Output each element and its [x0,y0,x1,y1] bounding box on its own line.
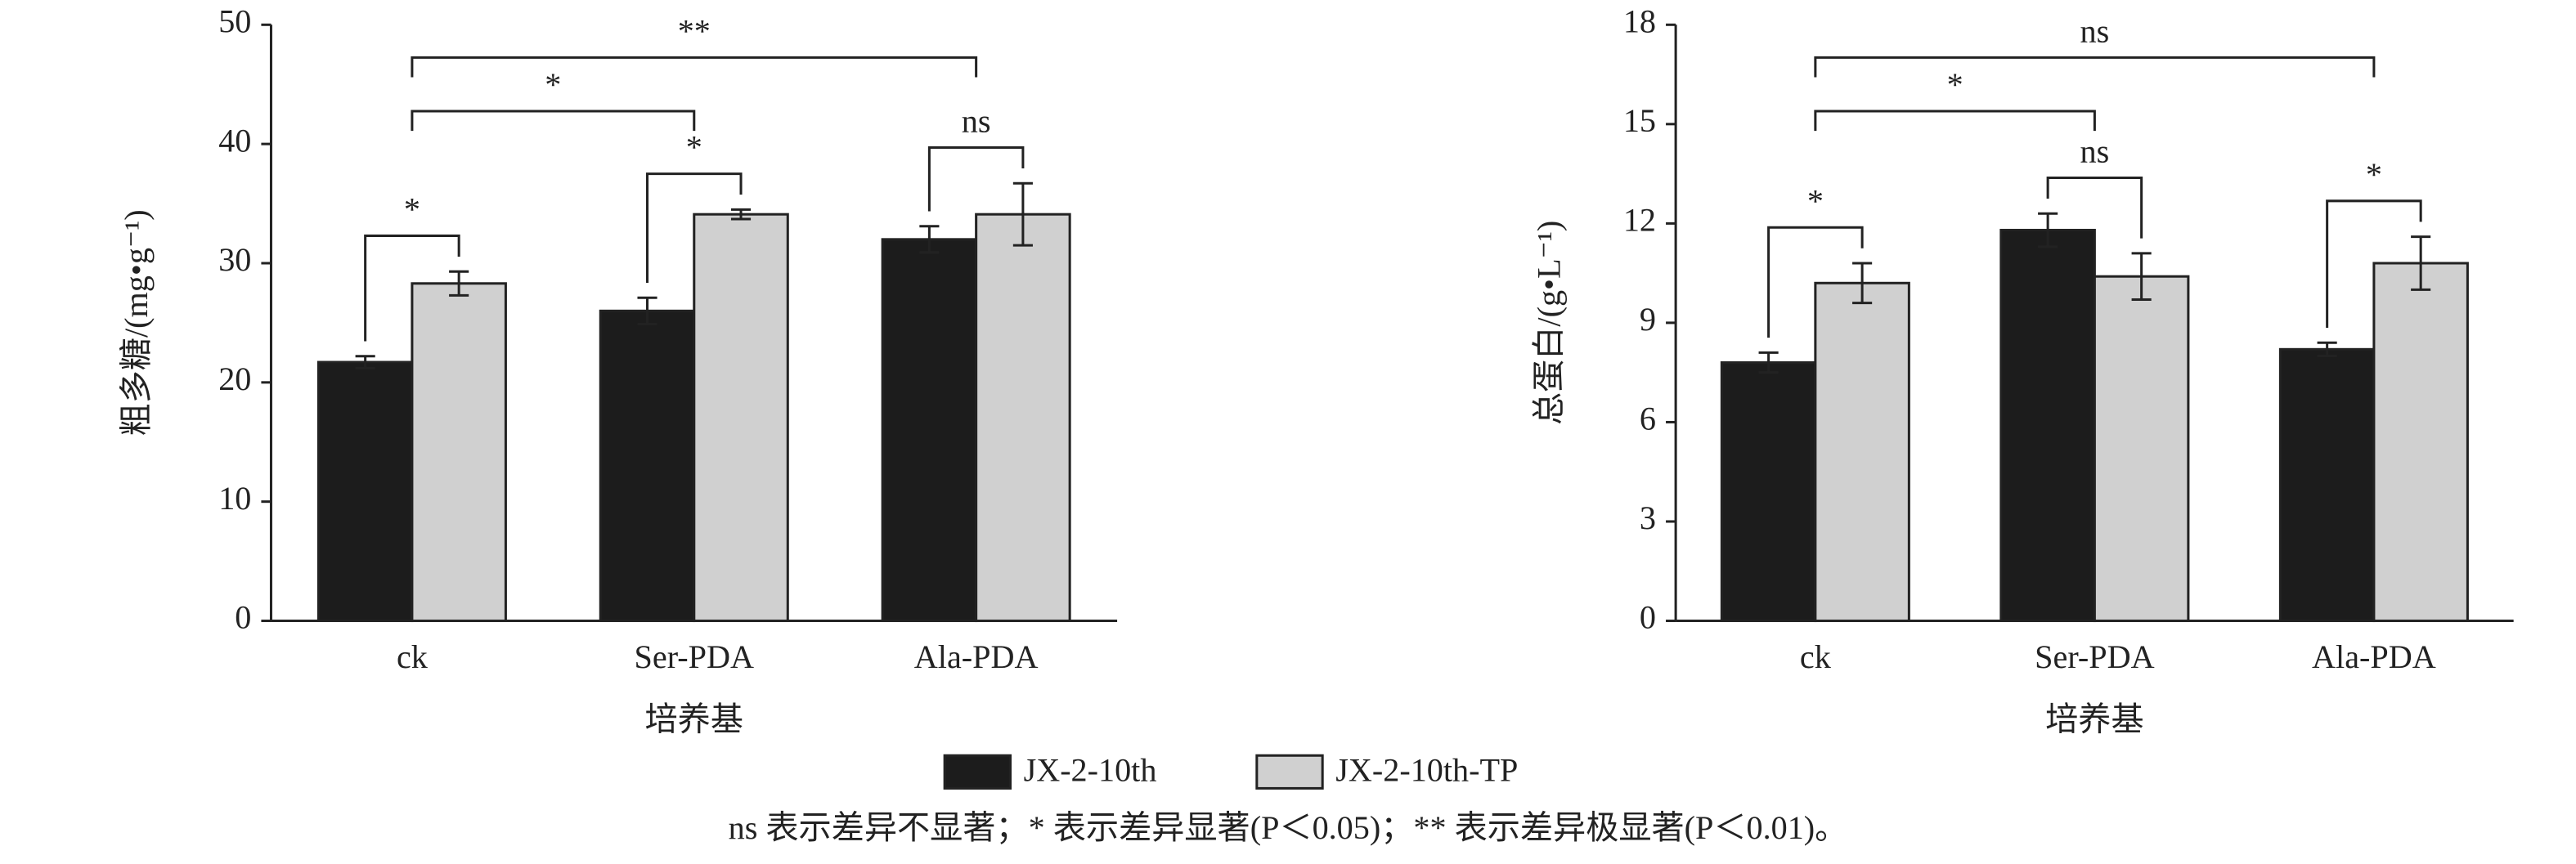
bar [2093,275,2190,623]
significance-label: * [1807,182,1824,219]
error-bar [730,208,752,221]
significance-bracket [2326,199,2422,328]
significance-label: * [1947,66,1963,103]
y-tick-label: 18 [1623,3,1656,40]
significance-bracket [411,110,696,132]
significance-label: ns [962,103,991,140]
x-tick-label: Ala-PDA [914,638,1039,675]
significance-bracket [411,56,978,78]
significance-label: ** [678,12,711,49]
bar [1720,361,1817,623]
significance-bracket [927,146,1025,212]
significance-bracket [646,172,743,284]
significance-bracket [1814,110,2096,132]
bar [693,213,789,623]
y-axis-label: 粗多糖/(mg•g⁻¹) [118,209,155,436]
x-tick-label: ck [1800,638,1832,675]
error-bar [919,225,940,254]
significance-label: * [545,66,561,103]
bar [2372,262,2469,623]
legend-swatch [1255,754,1324,790]
significance-label: ns [2080,133,2110,170]
bar [1999,228,2096,623]
legend-label: JX-2-10th [1024,752,1157,789]
x-axis-label: 培养基 [645,701,743,737]
significance-bracket [2046,176,2143,239]
bar [411,282,507,623]
error-bar [2411,235,2431,291]
error-bar [637,296,657,325]
significance-label: * [2366,156,2382,193]
y-tick-label: 0 [235,599,251,636]
legend-swatch [943,754,1012,790]
bar [975,213,1071,623]
significance-bracket [1814,56,2376,78]
error-bar [1012,181,1033,247]
error-bar [449,270,469,297]
error-bar [355,355,375,369]
bar [599,309,696,623]
y-tick-label: 40 [218,122,251,159]
error-bar [2131,252,2152,302]
y-tick-label: 12 [1623,202,1656,239]
y-tick-label: 20 [218,360,251,397]
error-bar [1758,351,1779,374]
error-bar [1852,262,1873,305]
y-tick-label: 9 [1640,301,1656,338]
y-tick-label: 15 [1623,102,1656,139]
bar [881,238,978,623]
y-tick-label: 10 [218,480,251,517]
y-tick-label: 3 [1640,499,1656,536]
significance-label: ns [2080,12,2110,49]
x-tick-label: ck [397,638,429,675]
significance-bracket [1767,226,1864,338]
legend-label: JX-2-10th-TP [1335,752,1518,789]
y-tick-label: 50 [218,3,251,40]
y-axis-label: 总蛋白/(g•L⁻¹) [1531,221,1568,425]
x-tick-label: Ala-PDA [2312,638,2436,675]
significance-bracket [364,234,460,342]
error-bar [2038,212,2058,248]
bar [1814,281,1910,623]
y-tick-label: 6 [1640,401,1656,437]
bar [2278,347,2376,623]
bar [316,360,414,623]
x-axis-label: 培养基 [2045,701,2143,737]
error-bar [2317,341,2337,357]
y-tick-label: 0 [1640,599,1656,636]
significance-label: * [686,129,702,166]
y-tick-label: 30 [218,241,251,278]
x-tick-label: Ser-PDA [635,638,754,675]
x-tick-label: Ser-PDA [2035,638,2154,675]
significance-label: * [404,191,420,228]
footnote: ns 表示差异不显著；* 表示差异显著(P＜0.05)；** 表示差异极显著(P… [729,809,1848,846]
